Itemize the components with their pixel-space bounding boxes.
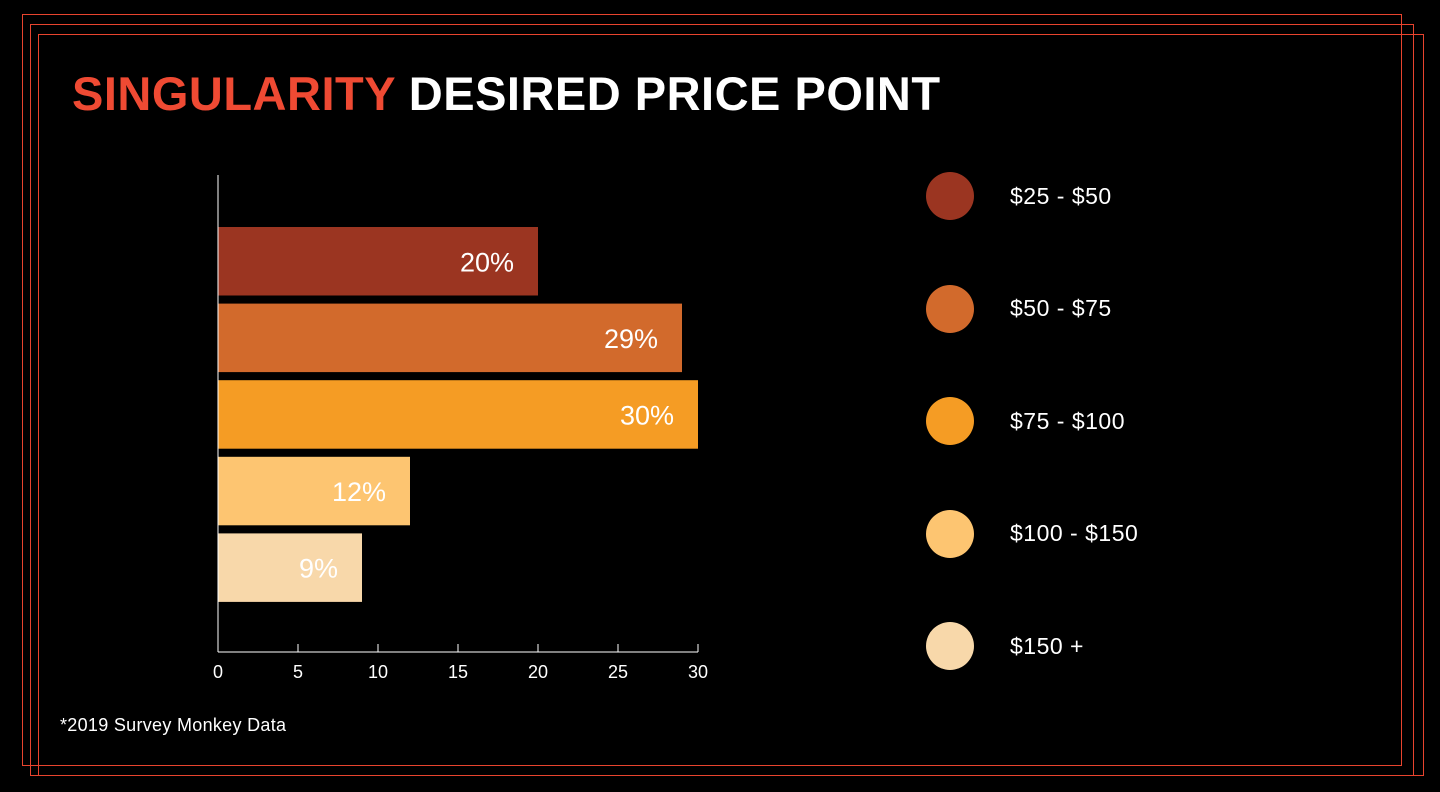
title-subject: DESIRED PRICE POINT	[408, 67, 941, 120]
bar-data-label: 20%	[460, 247, 514, 277]
legend-label: $50 - $75	[1010, 295, 1112, 321]
bar-chart: 20% 29% 30% 12% 9% 0 5 10 15 20 25 30	[213, 175, 708, 682]
legend-label: $75 - $100	[1010, 407, 1125, 434]
bar-2	[218, 303, 682, 373]
bar-data-label: 12%	[332, 477, 386, 507]
decorative-frame-inner	[38, 34, 1424, 776]
legend-swatch	[926, 397, 974, 445]
x-tick-label: 0	[213, 662, 223, 682]
x-tick-label: 25	[608, 662, 628, 682]
x-tick-label: 5	[293, 662, 303, 682]
bar-data-label: 29%	[604, 324, 658, 354]
bar-data-label: 30%	[620, 400, 674, 430]
bar-5	[218, 533, 362, 602]
legend-item: $25 - $50	[926, 172, 1112, 220]
legend-item: $150 +	[926, 622, 1084, 670]
legend-swatch	[926, 622, 974, 670]
decorative-frame-outer	[22, 14, 1402, 766]
x-tick-label: 15	[448, 662, 468, 682]
bar-data-label: 9%	[299, 554, 338, 584]
legend-item: $100 - $150	[926, 509, 1139, 558]
x-tick-label: 10	[368, 662, 388, 682]
x-tick-label: 20	[528, 662, 548, 682]
legend-label: $100 - $150	[1010, 520, 1139, 546]
title-brand: SINGULARITY	[72, 67, 396, 120]
legend-item: $75 - $100	[926, 397, 1125, 445]
bar-1	[218, 227, 538, 296]
footnote: *2019 Survey Monkey Data	[60, 715, 287, 735]
bar-3	[218, 380, 698, 449]
chart-legend: $25 - $50 $50 - $75 $75 - $100 $100 - $150 $…	[926, 172, 1346, 672]
legend-label: $150 +	[1010, 632, 1084, 659]
legend-item: $50 - $75	[926, 284, 1112, 333]
bar-4	[218, 456, 410, 526]
legend-label: $25 - $50	[1010, 182, 1112, 209]
x-tick-label: 30	[688, 662, 708, 682]
legend-swatch	[926, 509, 974, 558]
legend-swatch	[926, 172, 974, 220]
legend-swatch	[926, 284, 974, 333]
page-title: SINGULARITY DESIRED PRICE POINT	[72, 66, 941, 121]
